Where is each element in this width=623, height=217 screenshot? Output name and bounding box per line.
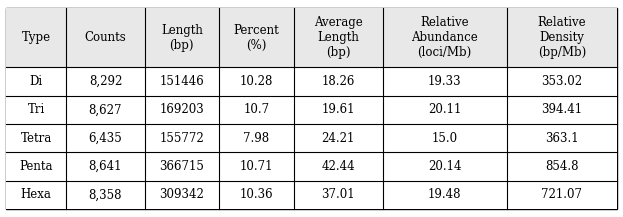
Text: 10.7: 10.7 (244, 103, 270, 116)
Text: 366715: 366715 (159, 160, 204, 173)
Bar (507, 8, 617, 67)
Bar (6, 124, 67, 152)
Bar (219, 96, 293, 124)
Bar (383, 96, 507, 124)
Bar (507, 124, 617, 152)
Bar (145, 8, 219, 67)
Text: Hexa: Hexa (21, 188, 52, 201)
Text: 151446: 151446 (159, 75, 204, 88)
Bar (219, 124, 293, 152)
Text: Length
(bp): Length (bp) (161, 24, 202, 52)
Text: Type: Type (22, 31, 50, 44)
Text: Counts: Counts (85, 31, 126, 44)
Bar (383, 152, 507, 181)
Bar (145, 67, 219, 96)
Text: 19.48: 19.48 (428, 188, 462, 201)
Text: 10.36: 10.36 (240, 188, 273, 201)
Text: 6,435: 6,435 (88, 132, 122, 145)
Text: 8,641: 8,641 (88, 160, 122, 173)
Text: 363.1: 363.1 (545, 132, 579, 145)
Bar (383, 181, 507, 209)
Text: Di: Di (30, 75, 43, 88)
Text: Percent
(%): Percent (%) (234, 24, 279, 52)
Bar (145, 124, 219, 152)
Text: 20.11: 20.11 (428, 103, 462, 116)
Text: 155772: 155772 (159, 132, 204, 145)
Text: 8,292: 8,292 (89, 75, 122, 88)
Bar (6, 67, 67, 96)
Text: Average
Length
(bp): Average Length (bp) (314, 16, 363, 59)
Text: 37.01: 37.01 (321, 188, 355, 201)
Bar (293, 67, 383, 96)
Bar (67, 96, 145, 124)
Text: 309342: 309342 (159, 188, 204, 201)
Bar (507, 181, 617, 209)
Bar (6, 8, 67, 67)
Text: 42.44: 42.44 (321, 160, 355, 173)
Bar (293, 96, 383, 124)
Bar (145, 152, 219, 181)
Text: 19.33: 19.33 (428, 75, 462, 88)
Bar (67, 181, 145, 209)
Text: 7.98: 7.98 (244, 132, 270, 145)
Bar (67, 8, 145, 67)
Bar (507, 152, 617, 181)
Text: 24.21: 24.21 (321, 132, 355, 145)
Bar (293, 124, 383, 152)
Text: Tri: Tri (27, 103, 45, 116)
Bar (293, 181, 383, 209)
Text: 20.14: 20.14 (428, 160, 462, 173)
Bar (6, 96, 67, 124)
Bar (219, 67, 293, 96)
Bar (219, 152, 293, 181)
Bar (507, 67, 617, 96)
Bar (67, 67, 145, 96)
Bar (67, 124, 145, 152)
Text: 353.02: 353.02 (541, 75, 583, 88)
Bar (383, 67, 507, 96)
Text: Relative
Abundance
(loci/Mb): Relative Abundance (loci/Mb) (411, 16, 478, 59)
Text: 8,358: 8,358 (88, 188, 122, 201)
Bar (6, 152, 67, 181)
Bar (293, 8, 383, 67)
Text: 394.41: 394.41 (541, 103, 583, 116)
Text: 15.0: 15.0 (432, 132, 458, 145)
Text: 10.71: 10.71 (240, 160, 273, 173)
Text: 8,627: 8,627 (88, 103, 122, 116)
Bar (219, 8, 293, 67)
Bar (293, 152, 383, 181)
Bar (145, 181, 219, 209)
Text: Tetra: Tetra (21, 132, 52, 145)
Bar (383, 124, 507, 152)
Text: 18.26: 18.26 (321, 75, 355, 88)
Text: Penta: Penta (19, 160, 53, 173)
Text: 721.07: 721.07 (541, 188, 583, 201)
Text: 10.28: 10.28 (240, 75, 273, 88)
Bar (145, 96, 219, 124)
Bar (67, 152, 145, 181)
Text: 19.61: 19.61 (321, 103, 355, 116)
Bar (383, 8, 507, 67)
Bar (6, 181, 67, 209)
Text: 854.8: 854.8 (545, 160, 579, 173)
Text: 169203: 169203 (159, 103, 204, 116)
Bar (219, 181, 293, 209)
Text: Relative
Density
(bp/Mb): Relative Density (bp/Mb) (538, 16, 586, 59)
Bar (507, 96, 617, 124)
